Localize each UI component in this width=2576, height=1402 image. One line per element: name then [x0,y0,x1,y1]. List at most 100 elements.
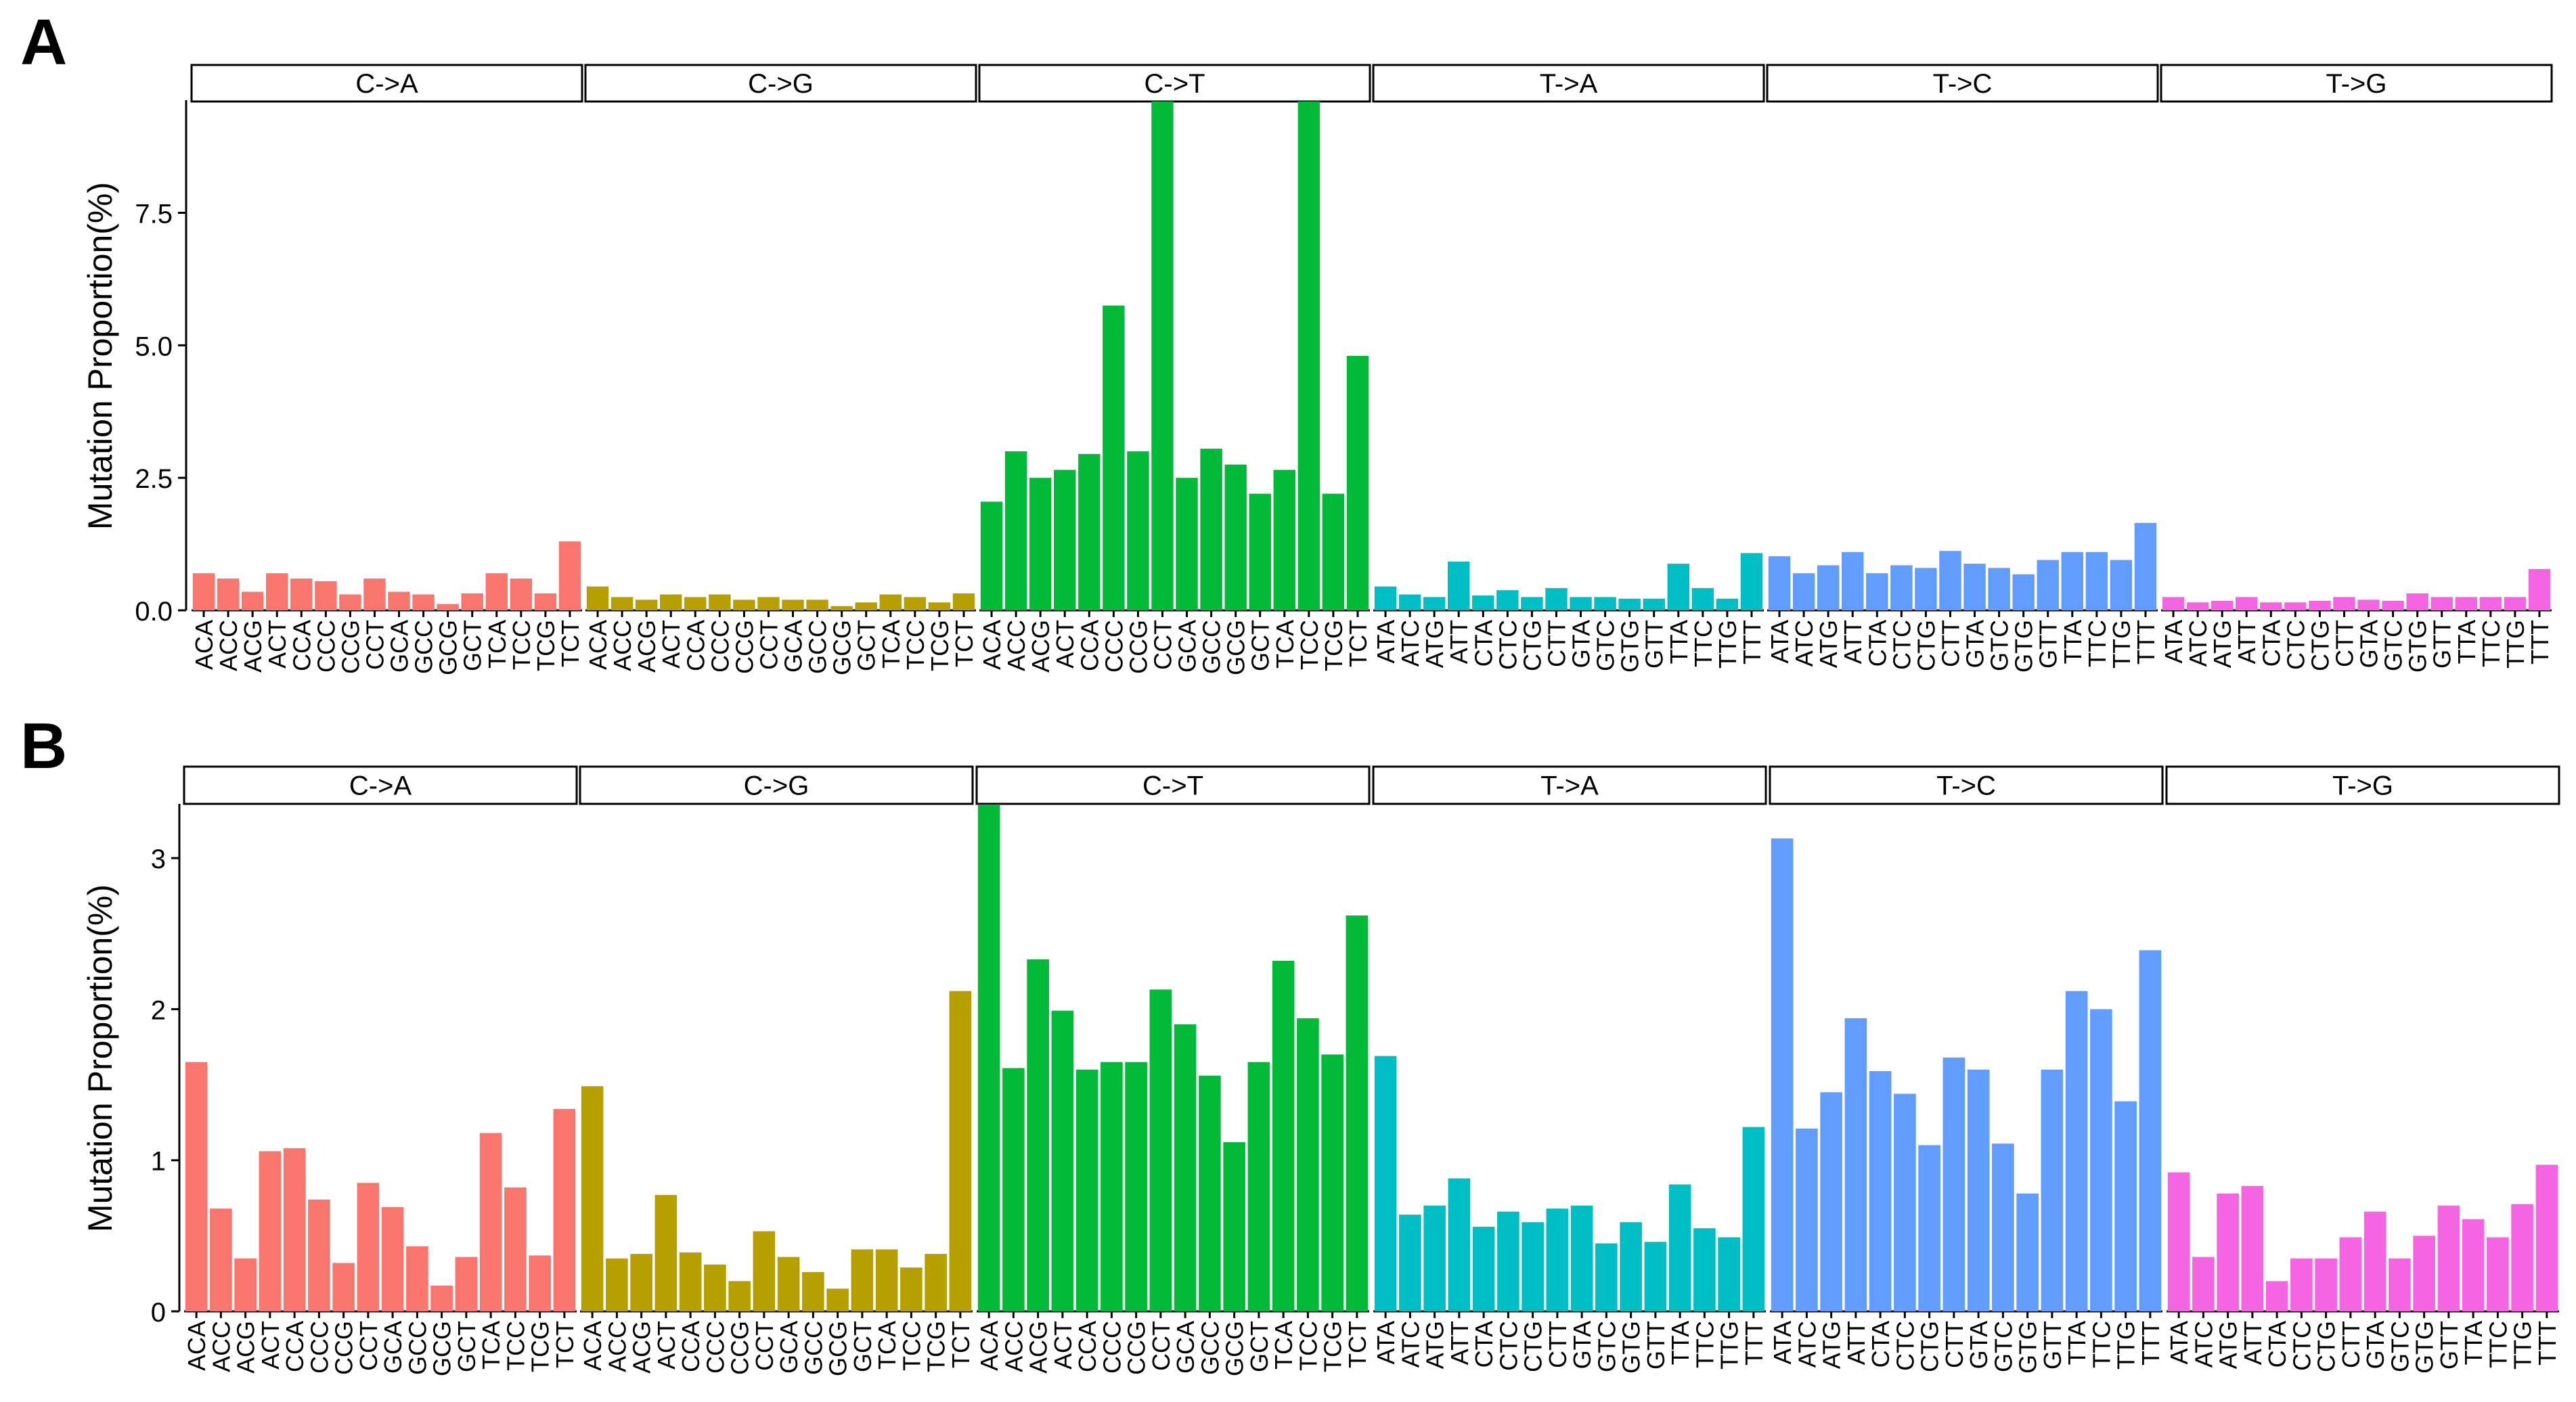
x-tick-label: TTC [2477,620,2505,667]
x-tick-label: TTG [1716,1321,1744,1370]
x-tick-label: TCT [551,1321,579,1368]
bar [654,1195,678,1311]
bar [2437,1205,2460,1311]
bar [1127,451,1149,610]
x-tick-label: CTG [2306,620,2334,671]
x-tick-label: CCT [355,1321,382,1371]
bar [1322,493,1345,610]
bar [2455,597,2478,610]
x-tick-label: CCA [288,620,315,671]
x-tick-label: TTA [1665,620,1693,664]
bar [2284,602,2307,610]
bar [332,1263,355,1311]
x-tick-label: TTG [2112,1321,2140,1370]
bar [1472,1226,1495,1311]
facet-strip [2165,765,2560,805]
bar [2413,1236,2435,1311]
bar [2479,597,2502,610]
x-tick-label: ACC [603,1321,631,1372]
x-tick-label: CTA [2263,1321,2291,1367]
x-tick-label: CCT [755,620,782,670]
x-tick-label: ATT [2239,1321,2267,1365]
y-tick-label: 7.5 [135,200,173,229]
x-tick-label: GTG [2411,1321,2439,1374]
bar [1078,453,1101,610]
x-tick-label: ACA [584,620,612,670]
x-tick-label: ATA [1372,1321,1400,1365]
bar [1841,551,1864,610]
x-tick-label: ACA [579,1321,606,1371]
x-tick-label: TCC [902,620,929,670]
bar [1029,478,1052,610]
bar [2211,600,2234,610]
bar [1742,1127,1765,1311]
bar [185,1062,208,1311]
bar [1595,1243,1618,1311]
bar [1644,1242,1667,1311]
facet-t-to-c: T->C ATAATCATGATTCTACTCCTGCTTGTAGTCGTGGTT… [1769,765,2164,1374]
x-tick-label: ATC [1793,1321,1821,1367]
x-tick-label: ATA [1766,620,1794,664]
bar [217,579,240,610]
bar [2110,560,2133,610]
x-tick-label: GCC [1198,620,1226,674]
bar [925,1254,947,1311]
bar [1768,556,1791,610]
bar [504,1187,527,1311]
bar [241,591,264,610]
bar [192,573,215,610]
y-tick-label: 2.5 [135,464,173,494]
bar [1149,989,1172,1311]
x-tick-label: TTC [2484,1321,2512,1368]
x-tick-label: CTC [1494,620,1522,670]
bar [2134,522,2157,610]
x-tick-label: ACC [215,620,242,671]
facet-c-to-g: C->G ACAACCACGACTCCACCCCCGCCTGCAGCCGCGGCT… [579,765,975,1376]
x-tick-label: CCA [677,1321,705,1372]
bar [1545,588,1568,610]
x-tick-label: TTT [1738,620,1766,664]
x-tick-label: GCC [410,620,438,674]
bar [1423,597,1446,610]
bar [1051,1010,1074,1311]
facet-strip-label: C->T [1145,69,1205,99]
bar [2114,1101,2137,1311]
x-tick-label: ACT [1051,620,1079,669]
bar [1693,1228,1716,1311]
x-tick-label: GTC [1989,1321,2017,1372]
x-tick-label: GTC [1592,620,1620,671]
x-tick-label: GCA [1174,620,1201,673]
bar [904,597,927,610]
x-tick-label: CTA [2257,620,2285,666]
bar [363,579,386,610]
x-tick-label: TCG [1320,620,1348,671]
bar [802,1271,824,1311]
x-tick-label: ACC [1000,1321,1027,1372]
x-tick-label: ACA [978,620,1006,670]
bar [1915,568,1937,610]
bar [2511,1204,2533,1311]
bar [1448,1178,1471,1311]
x-tick-label: CCC [312,620,340,673]
x-tick-label: CTT [1542,620,1570,667]
bar [455,1257,478,1311]
facet-strip [1769,765,2164,805]
facet-strip-label: T->G [2332,771,2393,801]
facet-strip-label: C->G [744,771,809,801]
facet-strip-label: C->A [355,69,418,99]
bar [806,600,828,610]
bar [430,1286,453,1311]
bar [2535,1164,2558,1311]
bar [2315,1258,2337,1311]
bar [1472,595,1494,610]
bar [2339,1237,2362,1311]
bar [659,594,682,610]
bar [630,1254,652,1311]
bar [2265,1281,2288,1311]
x-tick-label: GCT [1247,620,1274,671]
x-tick-label: TCT [1344,620,1372,667]
facet-strip [584,64,977,103]
x-tick-label: GTC [2380,620,2407,671]
facet-strip [1372,765,1767,805]
